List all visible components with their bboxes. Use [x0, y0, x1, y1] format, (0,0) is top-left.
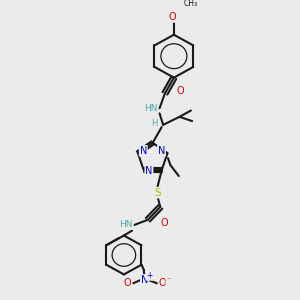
Text: O: O — [160, 218, 168, 228]
Text: +: + — [147, 271, 153, 280]
Text: N: N — [141, 275, 148, 285]
Text: HN: HN — [144, 104, 157, 113]
Text: S: S — [154, 188, 160, 198]
Text: N: N — [140, 146, 147, 156]
Text: O: O — [159, 278, 166, 288]
Text: ⁻: ⁻ — [166, 275, 170, 284]
Text: N: N — [145, 166, 153, 176]
Text: HN: HN — [119, 220, 133, 229]
Text: N: N — [158, 146, 165, 156]
Text: CH₃: CH₃ — [183, 0, 197, 8]
Text: H: H — [152, 119, 158, 128]
Text: O: O — [177, 86, 184, 96]
Text: O: O — [169, 12, 176, 22]
Text: O: O — [124, 278, 132, 288]
